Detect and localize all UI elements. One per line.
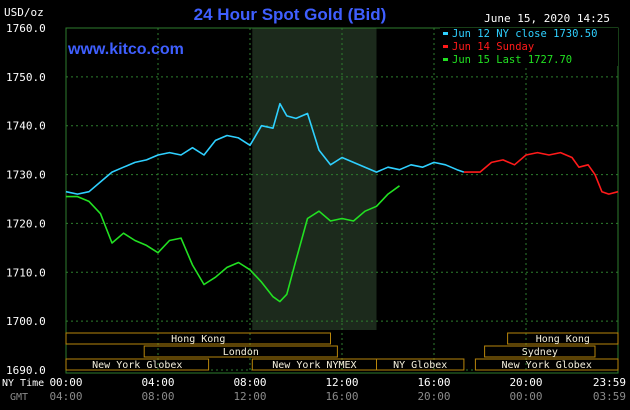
x-tick-label-gmt: 00:00 (509, 390, 542, 403)
ny-time-label: NY Time (2, 378, 44, 389)
market-bar: NY Globex (376, 358, 465, 371)
market-bar: London (143, 345, 338, 358)
x-tick-label-gmt: 12:00 (233, 390, 266, 403)
market-bar-label: Sydney (522, 347, 558, 358)
series-lines (65, 102, 619, 303)
chart-title: 24 Hour Spot Gold (Bid) (194, 5, 387, 24)
x-tick-label-gmt: 04:00 (49, 390, 82, 403)
x-tick-label-ny: 16:00 (417, 376, 450, 389)
market-bar-label: New York Globex (502, 360, 592, 371)
x-tick-label-ny: 08:00 (233, 376, 266, 389)
series-line (463, 151, 619, 195)
plot-border (65, 27, 619, 374)
units-label: USD/oz (4, 6, 44, 19)
market-bar-label: NY Globex (393, 360, 447, 371)
y-tick-label: 1760.0 (6, 22, 46, 35)
x-tick-label-gmt: 20:00 (417, 390, 450, 403)
y-tick-label: 1740.0 (6, 120, 46, 133)
x-tick-label-ny: 23:59 (593, 376, 626, 389)
market-bar: New York Globex (474, 358, 619, 371)
market-bar-box (474, 358, 619, 371)
x-tick-label-ny: 12:00 (325, 376, 358, 389)
market-bar-box (507, 332, 619, 345)
date-label: June 15, 2020 14:25 (484, 12, 610, 25)
trading-session-band (252, 28, 377, 330)
y-tick-label: 1730.0 (6, 169, 46, 182)
y-tick-label: 1710.0 (6, 266, 46, 279)
legend-box (440, 28, 618, 66)
x-tick-label-ny: 20:00 (509, 376, 542, 389)
market-bar: Hong Kong (65, 332, 331, 345)
market-bar-box (376, 358, 465, 371)
market-bar: Sydney (484, 345, 596, 358)
legend-swatch (443, 32, 448, 35)
market-bar-box (65, 358, 210, 371)
x-tick-label-gmt: 08:00 (141, 390, 174, 403)
x-tick-label-gmt: 03:59 (593, 390, 626, 403)
y-tick-label: 1700.0 (6, 315, 46, 328)
x-tick-label-ny: 04:00 (141, 376, 174, 389)
legend-item: Jun 15 Last 1727.70 (443, 54, 572, 66)
market-bar-label: Hong Kong (536, 334, 590, 345)
market-hours-bars: Hong Kong Hong Kong London Sydney New York G… (65, 332, 619, 371)
x-tick-label-gmt: 16:00 (325, 390, 358, 403)
legend-swatch (443, 45, 448, 48)
market-bar-label: Hong Kong (171, 334, 225, 345)
market-bar: Hong Kong (507, 332, 619, 345)
legend-item: Jun 14 Sunday (443, 41, 534, 53)
legend: Jun 12 NY close 1730.50 Jun 14 Sunday Ju… (440, 28, 618, 66)
y-tick-label: 1720.0 (6, 217, 46, 230)
chart-grid (65, 27, 619, 373)
legend-item: Jun 12 NY close 1730.50 (443, 28, 597, 40)
y-tick-label: 1690.0 (6, 364, 46, 377)
y-axis-ticks: 1690.0 1700.0 1710.0 1720.0 1730.0 1740.0 1750… (6, 22, 46, 377)
gmt-label: GMT (10, 392, 28, 403)
site-watermark: www.kitco.com (67, 41, 184, 58)
y-tick-label: 1750.0 (6, 71, 46, 84)
legend-label: Jun 12 NY close 1730.50 (452, 28, 597, 40)
legend-label: Jun 15 Last 1727.70 (452, 54, 572, 66)
market-bar-label: London (223, 347, 259, 358)
market-bar-box (65, 332, 331, 345)
market-bar: New York NYMEX (251, 358, 377, 371)
legend-label: Jun 14 Sunday (452, 41, 534, 53)
market-bar-label: New York Globex (92, 360, 182, 371)
x-axis-ticks: 00:00 04:00 08:00 12:00 16:00 20:00 23:5904:00… (49, 376, 626, 403)
market-bar: New York Globex (65, 358, 210, 371)
market-bar-box (484, 345, 596, 358)
x-tick-label-ny: 00:00 (49, 376, 82, 389)
series-line (66, 185, 400, 303)
legend-swatch (443, 58, 448, 61)
series-line (65, 102, 465, 195)
market-bar-label: New York NYMEX (272, 360, 356, 371)
market-bar-box (143, 345, 338, 358)
